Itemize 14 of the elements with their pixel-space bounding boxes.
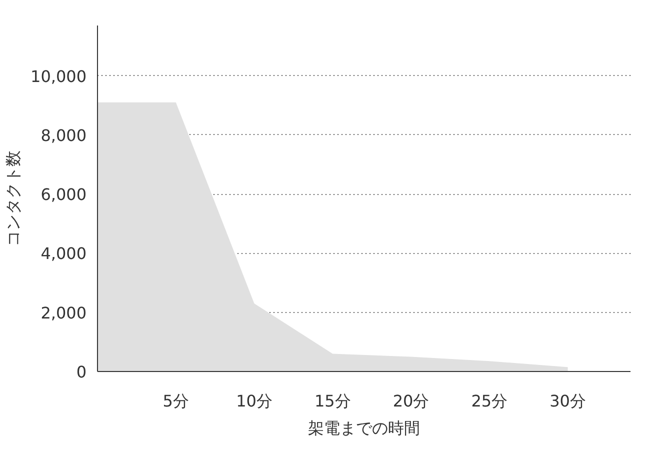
y-tick-label: 6,000 bbox=[40, 185, 87, 204]
y-axis-title: コンタクト数 bbox=[4, 150, 23, 246]
y-tick-label: 8,000 bbox=[40, 126, 87, 145]
y-tick-label: 10,000 bbox=[30, 66, 86, 86]
y-tick-label: 4,000 bbox=[40, 244, 87, 264]
y-tick-label: 0 bbox=[76, 362, 87, 382]
x-tick-label: 5分 bbox=[162, 392, 189, 410]
x-axis-title: 架電までの時間 bbox=[308, 418, 420, 438]
x-tick-label: 20分 bbox=[392, 392, 430, 410]
x-tick-label: 25分 bbox=[471, 392, 508, 410]
y-tick-label: 2,000 bbox=[40, 303, 87, 322]
x-tick-label: 30分 bbox=[550, 392, 586, 410]
x-tick-label: 15分 bbox=[314, 392, 351, 410]
x-tick-label: 10分 bbox=[236, 392, 272, 410]
